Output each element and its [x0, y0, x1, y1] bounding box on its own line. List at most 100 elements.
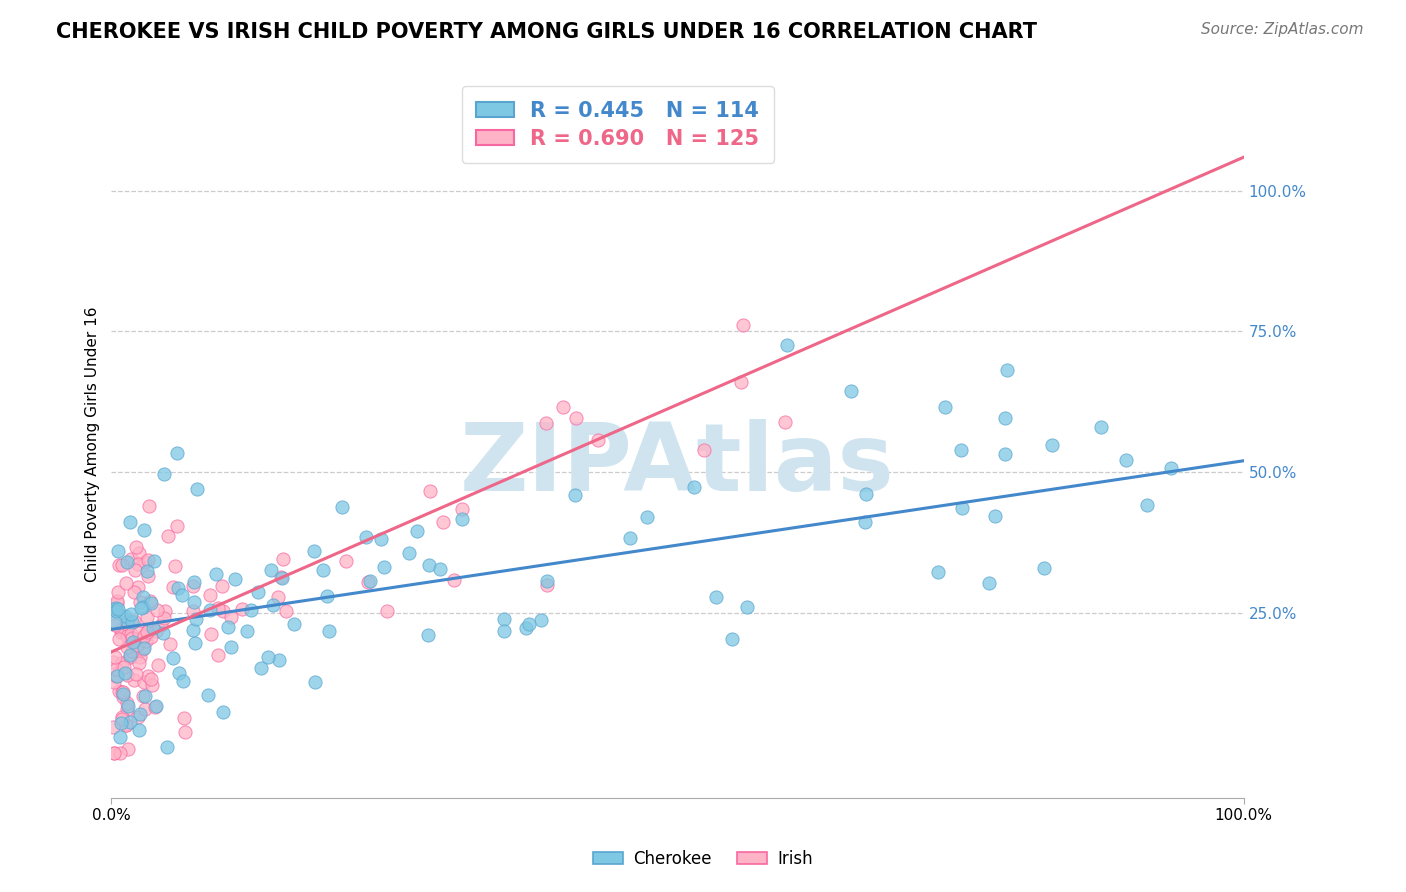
Point [152, 611, 174, 625]
Point [1090, 419, 1112, 434]
Point [1032, 560, 1054, 574]
Point [181, 604, 204, 618]
Point [730, 375, 752, 389]
Point [114, 718, 136, 732]
Point [117, 698, 139, 713]
Point [128, 656, 150, 670]
Point [994, 447, 1017, 461]
Point [354, 530, 377, 544]
Point [125, 667, 148, 681]
Point [145, 700, 167, 714]
Point [855, 487, 877, 501]
Point [114, 608, 136, 623]
Point [115, 668, 138, 682]
Point [200, 627, 222, 641]
Point [950, 500, 973, 515]
Point [111, 685, 134, 699]
Point [105, 669, 128, 683]
Point [120, 627, 142, 641]
Point [134, 555, 156, 569]
Point [115, 701, 138, 715]
Point [207, 600, 229, 615]
Point [315, 590, 337, 604]
Point [135, 624, 157, 639]
Point [332, 500, 354, 514]
Point [155, 740, 177, 755]
Point [108, 746, 131, 760]
Point [163, 558, 186, 573]
Point [114, 718, 136, 732]
Point [145, 624, 167, 638]
Point [136, 552, 159, 566]
Point [110, 715, 132, 730]
Point [198, 588, 221, 602]
Point [125, 540, 148, 554]
Point [183, 575, 205, 590]
Point [110, 622, 132, 636]
Point [197, 689, 219, 703]
Point [118, 515, 141, 529]
Point [419, 483, 441, 498]
Point [118, 715, 141, 730]
Point [950, 442, 973, 457]
Point [136, 669, 159, 683]
Point [735, 600, 758, 615]
Point [112, 690, 135, 704]
Point [564, 488, 586, 502]
Point [219, 640, 242, 655]
Point [173, 711, 195, 725]
Point [283, 617, 305, 632]
Point [129, 601, 152, 615]
Point [120, 607, 142, 621]
Point [103, 746, 125, 760]
Point [443, 574, 465, 588]
Point [207, 648, 229, 662]
Point [224, 572, 246, 586]
Point [260, 563, 283, 577]
Point [141, 672, 163, 686]
Point [257, 649, 280, 664]
Point [142, 621, 165, 635]
Point [274, 604, 297, 618]
Point [994, 411, 1017, 425]
Point [181, 579, 204, 593]
Point [136, 610, 159, 624]
Point [111, 710, 134, 724]
Point [101, 656, 124, 670]
Point [104, 601, 127, 615]
Point [519, 617, 541, 632]
Point [105, 596, 128, 610]
Point [110, 624, 132, 639]
Point [115, 629, 138, 643]
Point [120, 551, 142, 566]
Point [141, 630, 163, 644]
Text: CHEROKEE VS IRISH CHILD POVERTY AMONG GIRLS UNDER 16 CORRELATION CHART: CHEROKEE VS IRISH CHILD POVERTY AMONG GI… [56, 22, 1038, 42]
Point [172, 589, 194, 603]
Point [136, 569, 159, 583]
Point [101, 720, 124, 734]
Point [146, 603, 169, 617]
Point [111, 657, 134, 671]
Point [105, 668, 128, 682]
Point [142, 554, 165, 568]
Point [186, 612, 208, 626]
Point [166, 518, 188, 533]
Point [373, 559, 395, 574]
Point [536, 574, 558, 588]
Point [1115, 452, 1137, 467]
Point [977, 575, 1000, 590]
Point [239, 603, 262, 617]
Point [117, 614, 139, 628]
Point [212, 603, 235, 617]
Point [114, 666, 136, 681]
Point [124, 584, 146, 599]
Point [636, 510, 658, 524]
Point [121, 615, 143, 630]
Point [122, 632, 145, 646]
Point [773, 415, 796, 429]
Point [235, 624, 257, 638]
Point [429, 562, 451, 576]
Point [127, 709, 149, 723]
Point [183, 636, 205, 650]
Point [103, 674, 125, 689]
